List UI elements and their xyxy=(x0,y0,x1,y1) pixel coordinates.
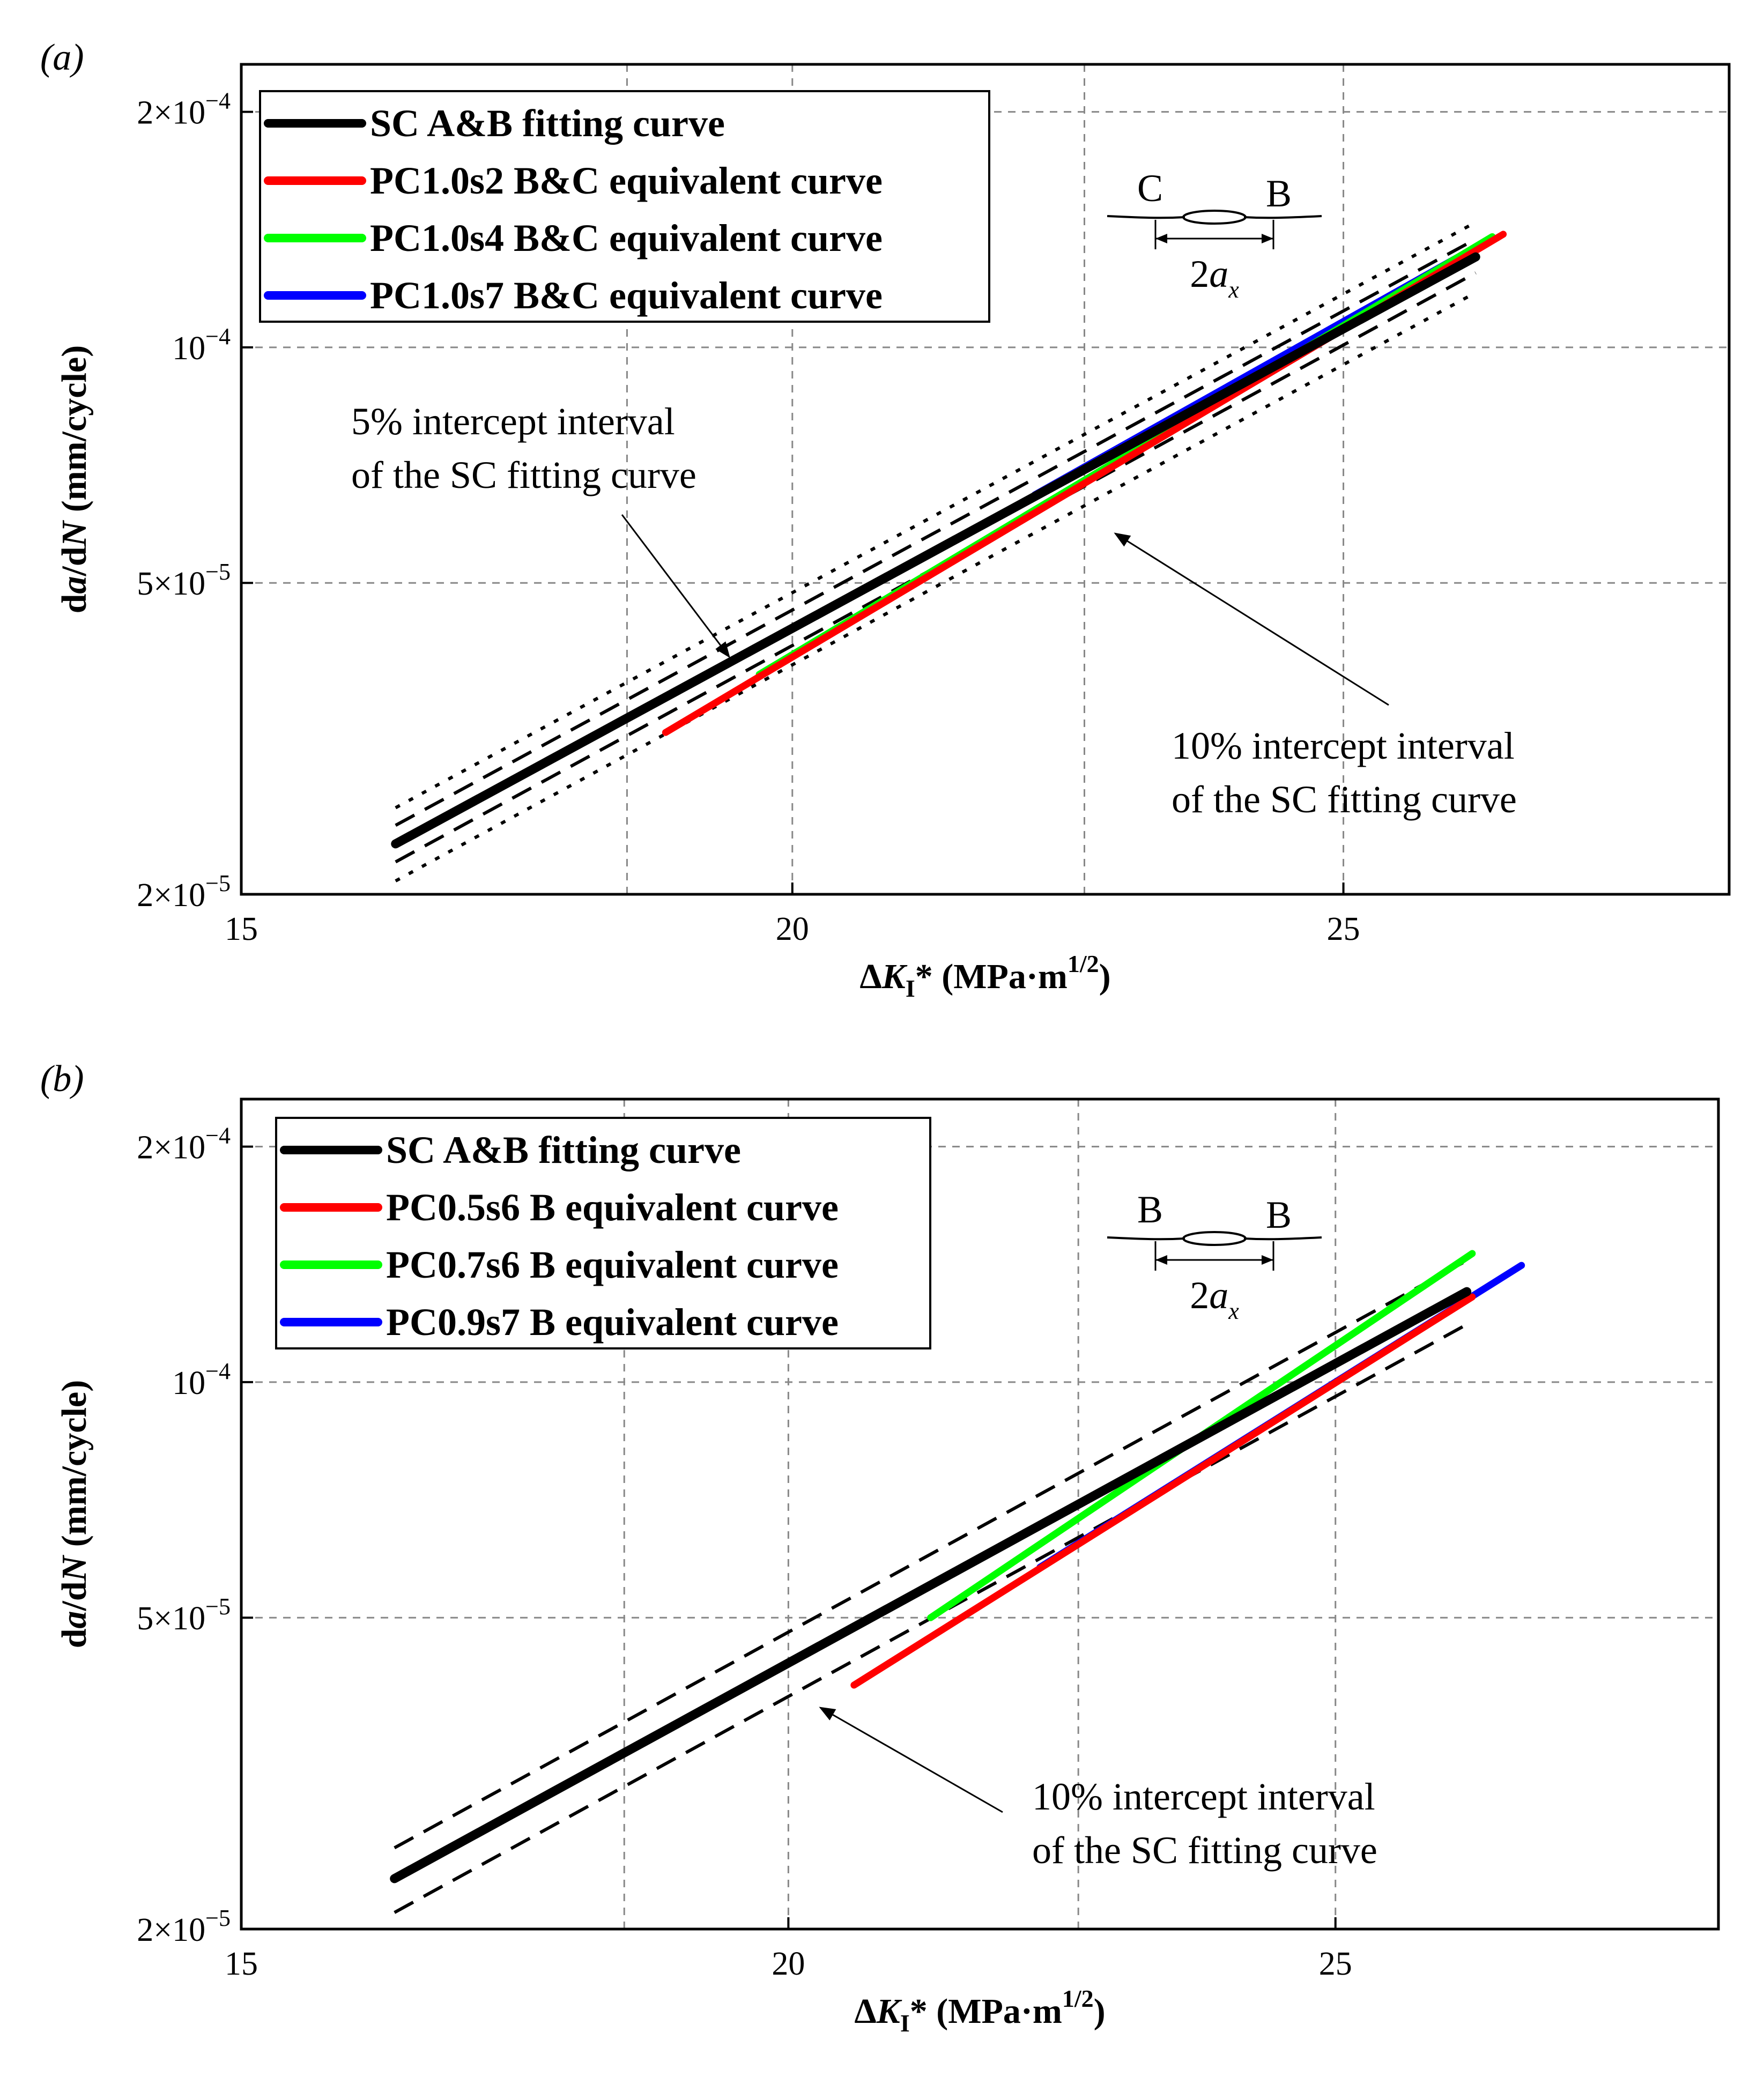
legend-label: PC0.9s7 B equivalent curve xyxy=(386,1301,839,1344)
legend-label: PC1.0s7 B&C equivalent curve xyxy=(370,274,883,317)
legend-label: PC1.0s4 B&C equivalent curve xyxy=(370,217,883,259)
y-tick-exponent: −4 xyxy=(205,323,231,350)
inset-dim-label: 2ax xyxy=(1190,253,1239,303)
annotation: 10% intercept interval of the SC fitting … xyxy=(819,1707,1377,1872)
y-tick-label: 2×10−5 xyxy=(137,1905,231,1948)
band-line-dashed xyxy=(394,1259,1468,1850)
y-tick-exponent: −5 xyxy=(205,870,231,896)
grid xyxy=(241,1099,1718,1929)
series-line-2 xyxy=(850,1293,1476,1689)
inset-right-label: B xyxy=(1266,172,1292,215)
x-axis-title: ΔKI* (MPa·m1/2) xyxy=(859,950,1110,1002)
x-tick-label: 20 xyxy=(776,911,809,947)
y-tick-exponent: −4 xyxy=(205,1358,231,1384)
y-tick-label: 2×10−4 xyxy=(137,88,231,131)
crack-inset: B B 2ax xyxy=(1107,1188,1322,1324)
band-line-dotted xyxy=(395,291,1477,882)
legend-label: PC1.0s2 B&C equivalent curve xyxy=(370,159,883,202)
annotation-arrow xyxy=(621,514,730,658)
x-tick-label: 25 xyxy=(1319,1946,1352,1982)
y-tick-mantissa: 5×10 xyxy=(137,1600,205,1637)
series-line-1 xyxy=(391,252,1480,849)
y-axis-title: da/dN (mm/cycle) xyxy=(55,1380,94,1648)
legend: SC A&B fitting curve PC1.0s2 B&C equivale… xyxy=(259,90,990,323)
y-tick-mantissa: 2×10 xyxy=(137,877,205,914)
y-tick-mantissa: 2×10 xyxy=(137,1912,205,1948)
x-tick-label: 25 xyxy=(1327,911,1360,947)
y-tick-label: 2×10−5 xyxy=(137,870,231,914)
inset-dim-label: 2ax xyxy=(1190,1274,1239,1324)
annotation: 5% intercept interval of the SC fitting c… xyxy=(351,400,730,658)
annotation-line: 10% intercept interval xyxy=(1172,724,1515,767)
plot-frame xyxy=(240,1097,1720,1931)
legend-label: PC0.5s6 B equivalent curve xyxy=(386,1186,839,1229)
panel-label: (b) xyxy=(40,1058,84,1100)
x-tick-label: 15 xyxy=(225,1946,258,1982)
annotation-line: of the SC fitting curve xyxy=(1032,1829,1377,1872)
legend-label: SC A&B fitting curve xyxy=(386,1129,741,1171)
legend: SC A&B fitting curve PC0.5s6 B equivalent… xyxy=(275,1117,931,1349)
y-tick-mantissa: 10 xyxy=(172,1365,205,1401)
legend-box xyxy=(275,1117,931,1349)
panel-label: (a) xyxy=(40,37,84,78)
band-line-dotted xyxy=(395,220,1477,810)
y-tick-mantissa: 5×10 xyxy=(137,566,205,602)
annotation-arrow xyxy=(819,1707,1003,1813)
y-tick-exponent: −5 xyxy=(205,1905,231,1931)
y-tick-label: 5×10−5 xyxy=(137,559,231,602)
y-tick-exponent: −5 xyxy=(205,1593,231,1620)
y-tick-label: 10−4 xyxy=(172,323,231,367)
legend-box xyxy=(259,90,990,323)
crack-inset: C B 2ax xyxy=(1107,167,1322,303)
y-tick-exponent: −5 xyxy=(205,559,231,585)
y-axis-title: da/dN (mm/cycle) xyxy=(55,345,94,613)
y-tick-mantissa: 2×10 xyxy=(137,95,205,131)
y-tick-mantissa: 2×10 xyxy=(137,1130,205,1166)
series-line-1 xyxy=(390,1287,1472,1883)
inset-crack xyxy=(1182,210,1247,225)
y-tick-label: 10−4 xyxy=(172,1358,231,1401)
inset-left-label: B xyxy=(1137,1188,1163,1231)
x-tick-label: 20 xyxy=(772,1946,805,1982)
band-line-dashed xyxy=(395,238,1477,827)
x-tick-label: 15 xyxy=(225,911,258,947)
inset-plate-line xyxy=(1107,215,1322,219)
y-tick-exponent: −4 xyxy=(205,88,231,114)
annotation-line: of the SC fitting curve xyxy=(351,454,696,496)
annotation-line: 5% intercept interval xyxy=(351,400,675,443)
inset-plate-line xyxy=(1107,1236,1322,1241)
y-tick-label: 2×10−4 xyxy=(137,1123,231,1166)
annotation: 10% intercept interval of the SC fitting … xyxy=(1114,532,1517,821)
annotation-line: of the SC fitting curve xyxy=(1172,778,1517,821)
x-axis-title: ΔKI* (MPa·m1/2) xyxy=(854,1985,1105,2037)
inset-dim-arrows xyxy=(1155,234,1273,243)
legend-label: SC A&B fitting curve xyxy=(370,102,725,145)
y-tick-exponent: −4 xyxy=(205,1123,231,1149)
annotation-line: 10% intercept interval xyxy=(1032,1775,1375,1818)
inset-left-label: C xyxy=(1137,167,1163,210)
legend-label: PC0.7s6 B equivalent curve xyxy=(386,1243,839,1286)
inset-dim-arrows xyxy=(1155,1255,1273,1265)
inset-crack xyxy=(1182,1231,1247,1246)
y-tick-mantissa: 10 xyxy=(172,330,205,367)
annotation-arrow xyxy=(1114,532,1389,706)
inset-right-label: B xyxy=(1266,1193,1292,1236)
plot-frame xyxy=(240,63,1731,896)
y-tick-label: 5×10−5 xyxy=(137,1593,231,1637)
